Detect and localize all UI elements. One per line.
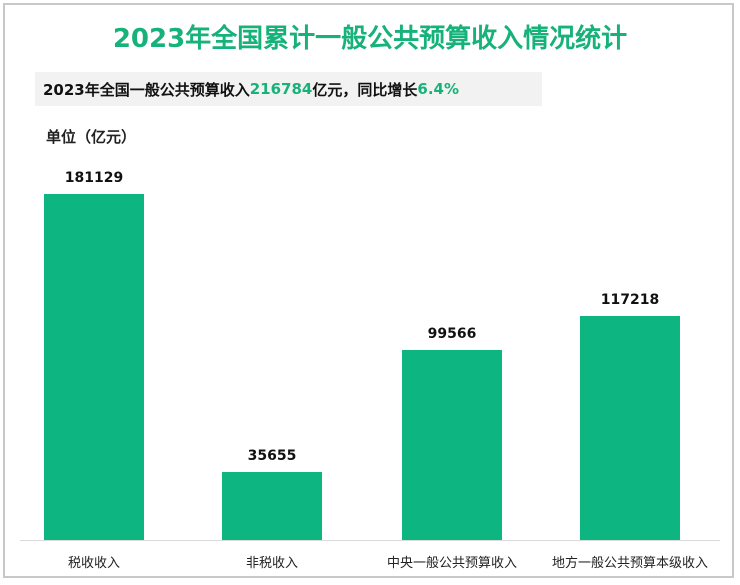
bar-1: [44, 194, 144, 540]
chart-title: 2023年全国累计一般公共预算收入情况统计: [112, 24, 628, 54]
bar-value-label: 99566: [427, 326, 477, 342]
x-axis-line: [20, 540, 720, 541]
category-label: 税收收入: [67, 556, 120, 571]
bar-value-label: 35655: [247, 448, 297, 464]
bar-value-label: 181129: [64, 170, 124, 186]
unit-label: 单位（亿元）: [46, 128, 137, 146]
summary-banner: 2023年全国一般公共预算收入 216784 亿元，同比增长 6.4%: [35, 72, 542, 106]
bar-4: [580, 316, 680, 540]
bar-value-label: 117218: [600, 292, 660, 308]
bar-2: [222, 472, 322, 540]
category-label: 中央一般公共预算收入: [386, 556, 517, 571]
category-label: 非税收入: [245, 556, 298, 571]
category-label: 地方一般公共预算本级收入: [551, 556, 708, 571]
summary-prefix: 2023年全国一般公共预算收入: [43, 80, 250, 99]
summary-total: 216784: [249, 80, 313, 98]
summary-middle: 亿元，同比增长: [312, 80, 418, 99]
summary-growth: 6.4%: [417, 80, 459, 98]
bar-3: [402, 350, 502, 540]
